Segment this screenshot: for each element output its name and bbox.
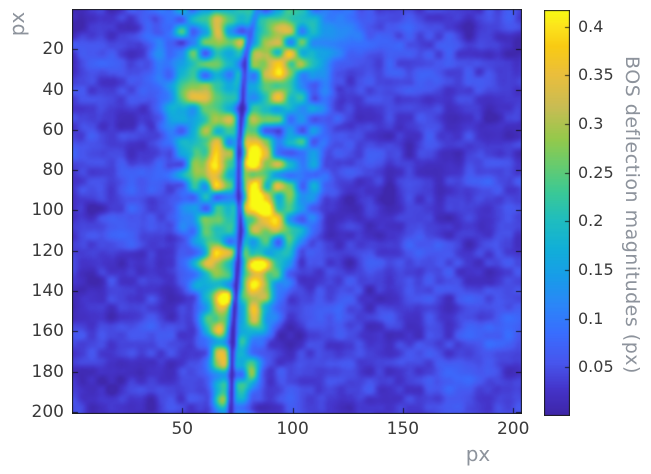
x-tick-label: 150 <box>386 419 420 439</box>
colorbar-tick-label: 0.2 <box>578 211 604 231</box>
colorbar-tick-label: 0.35 <box>578 65 614 85</box>
colorbar-tick-label: 0.1 <box>578 308 604 328</box>
y-tick-label: 60 <box>42 119 64 140</box>
colorbar-tick-label: 0.25 <box>578 162 614 182</box>
colorbar-tick-label: 0.3 <box>578 113 604 133</box>
y-axis-label: px <box>5 11 29 37</box>
y-tick-label: 140 <box>31 281 64 302</box>
y-tick-label: 100 <box>31 200 64 221</box>
x-tick-label: 200 <box>496 419 530 439</box>
heatmap-canvas <box>72 9 522 414</box>
colorbar-tick-label: 0.4 <box>578 16 604 36</box>
y-tick-label: 40 <box>42 79 64 100</box>
y-tick-label: 20 <box>42 39 64 60</box>
y-tick-label: 120 <box>31 240 64 261</box>
colorbar-canvas <box>544 10 570 416</box>
y-tick-label: 180 <box>31 361 64 382</box>
y-tick-label: 200 <box>31 401 64 422</box>
colorbar-tick-label: 0.05 <box>578 357 614 377</box>
x-axis-label: px <box>465 442 491 466</box>
y-tick-label: 160 <box>31 321 64 342</box>
x-tick-label: 100 <box>276 419 309 439</box>
colorbar-label: BOS deflection magnitudes (px) <box>621 56 643 374</box>
x-tick-label: 50 <box>171 419 194 439</box>
y-tick-label: 80 <box>42 160 64 181</box>
colorbar-tick-label: 0.15 <box>578 259 614 279</box>
